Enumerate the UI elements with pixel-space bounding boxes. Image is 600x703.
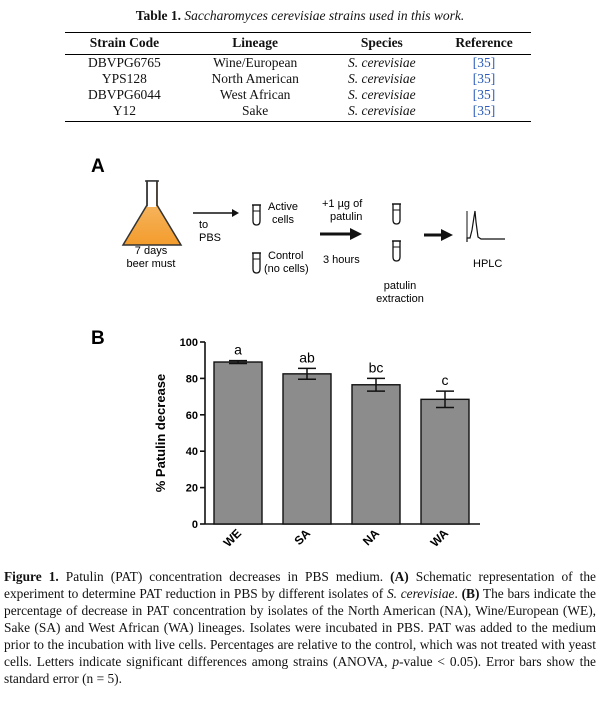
cell-species: S. cerevisiae: [347, 55, 416, 70]
cell-lineage: West African: [219, 87, 291, 102]
y-tick-label: 100: [180, 337, 198, 349]
flask-icon: [121, 180, 183, 246]
significance-letter: c: [442, 372, 449, 388]
x-tick-label: WE: [221, 526, 245, 550]
incubation-time: 3 hours: [323, 254, 360, 266]
table-caption: Table 1. Saccharomyces cerevisiae strain…: [0, 8, 600, 24]
active-cells-line1: Active: [268, 201, 298, 213]
cell-lineage: Sake: [183, 103, 327, 122]
cell-strain: YPS128: [101, 71, 147, 86]
bar: [351, 384, 401, 525]
cell-reference-link[interactable]: [35]: [472, 87, 496, 102]
y-tick-label: 0: [192, 519, 198, 531]
add-patulin-line2: patulin: [330, 211, 362, 223]
figure-caption-p: p: [392, 654, 400, 669]
figure-caption: Figure 1. Patulin (PAT) concentration de…: [4, 568, 596, 687]
strains-table: Strain Code Lineage Species Reference DB…: [65, 32, 531, 122]
table-caption-text: Saccharomyces cerevisiae strains used in…: [184, 8, 465, 23]
cell-strain: DBVPG6044: [88, 87, 161, 102]
tube-icon: [392, 203, 401, 225]
header-lineage: Lineage: [183, 32, 327, 55]
panel-a-label: A: [91, 156, 105, 177]
significance-letter: bc: [369, 359, 384, 375]
table-row: YPS128 North American S. cerevisiae [35]: [65, 71, 531, 87]
figure-caption-title: Patulin (PAT) concentration decreases in…: [58, 569, 391, 584]
header-reference: Reference: [437, 32, 531, 55]
x-tick-label: NA: [360, 526, 382, 548]
hplc-label: HPLC: [473, 258, 502, 270]
y-tick-label: 60: [186, 410, 198, 422]
header-strain-code: Strain Code: [65, 32, 184, 55]
cell-strain: Y12: [65, 103, 184, 122]
table-row: DBVPG6044 West African S. cerevisiae [35…: [65, 87, 531, 103]
y-axis-label: % Patulin decrease: [153, 374, 168, 493]
control-line2: (no cells): [264, 263, 309, 275]
bold-arrow-right-icon: [320, 228, 362, 240]
cell-species: S. cerevisiae: [347, 71, 416, 86]
figure-caption-b-label: (B): [461, 586, 480, 601]
bar: [282, 373, 332, 525]
cell-reference-link[interactable]: [35]: [437, 103, 531, 122]
figure-caption-label: Figure 1.: [4, 569, 59, 584]
flask-caption-line1: 7 days: [135, 245, 168, 257]
figure-caption-a-label: (A): [390, 569, 409, 584]
significance-letter: a: [234, 342, 242, 358]
add-patulin-line1: +1 µg of: [322, 198, 363, 210]
y-tick-label: 80: [186, 373, 198, 385]
x-tick-label: WA: [428, 526, 452, 550]
extraction-line1: patulin: [384, 280, 416, 292]
significance-letter: ab: [299, 349, 315, 365]
table-header-row: Strain Code Lineage Species Reference: [65, 32, 531, 55]
tube-icon: [252, 252, 261, 274]
figure-caption-text-end: -value < 0.05). Error bars show the stan…: [4, 654, 596, 686]
figure-caption-species: S. cerevisiae: [386, 586, 455, 601]
cell-reference-link[interactable]: [35]: [472, 55, 496, 70]
control-line1: Control: [268, 250, 303, 262]
cell-species: S. cerevisiae: [326, 103, 438, 122]
y-tick-label: 20: [186, 483, 198, 495]
cell-lineage: North American: [211, 71, 299, 86]
active-cells-line2: cells: [272, 214, 295, 226]
chromatogram-icon: [466, 210, 505, 242]
header-species: Species: [326, 32, 438, 55]
tube-icon: [392, 240, 401, 262]
cell-reference-link[interactable]: [35]: [472, 71, 496, 86]
bar: [213, 361, 263, 525]
bar-chart: 0 20 40 60 80 100 % Patulin decrease a WE ab SA bc N…: [153, 337, 480, 550]
y-tick-label: 40: [186, 446, 198, 458]
to-pbs-line2: PBS: [199, 232, 221, 244]
flask-caption-line2: beer must: [127, 258, 176, 270]
table-row: DBVPG6765 Wine/European S. cerevisiae [3…: [65, 55, 531, 72]
extraction-line2: extraction: [376, 293, 424, 305]
figure-caption-text-a: Schematic representation of the experime…: [4, 569, 596, 601]
figure-caption-text-sep: .: [454, 586, 462, 601]
figure-1: A 7 days beer must to PBS Active cells C…: [91, 156, 505, 550]
cell-lineage: Wine/European: [213, 55, 298, 70]
table-row: Y12 Sake S. cerevisiae [35]: [65, 103, 531, 122]
cell-strain: DBVPG6765: [88, 55, 161, 70]
panel-b-label: B: [91, 328, 105, 349]
bold-arrow-right-icon: [424, 229, 453, 241]
cell-species: S. cerevisiae: [347, 87, 416, 102]
arrow-right-icon: [193, 209, 239, 217]
x-tick-label: SA: [291, 526, 313, 548]
figure-caption-text-b: The bars indicate the percentage of decr…: [4, 586, 596, 669]
to-pbs-line1: to: [199, 219, 208, 231]
tube-icon: [252, 204, 261, 226]
bar: [420, 398, 470, 525]
table-caption-label: Table 1.: [135, 8, 182, 23]
